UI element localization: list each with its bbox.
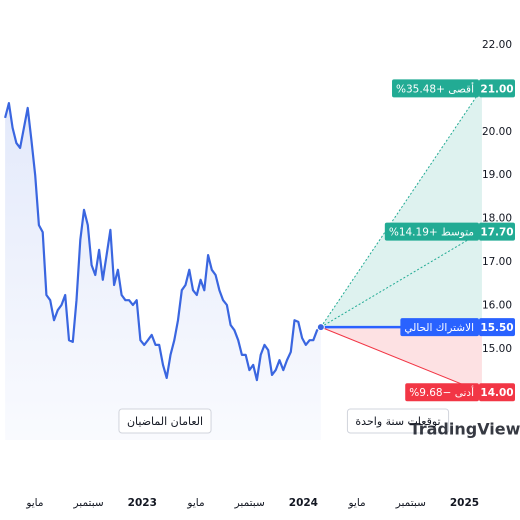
value-badge bbox=[479, 222, 515, 241]
annotation: توقعات سنة واحدة bbox=[355, 415, 440, 428]
brand-logo: TradingView bbox=[410, 420, 520, 439]
forecast-line bbox=[320, 231, 483, 328]
x-tick-label: 2025 bbox=[450, 497, 479, 509]
x-tick-label: 2024 bbox=[289, 497, 318, 509]
annotation: العامان الماضيان bbox=[127, 415, 203, 428]
x-tick-label: سبتمبر bbox=[73, 497, 104, 509]
value-badge-label: 17.70 bbox=[480, 227, 513, 239]
value-badge bbox=[479, 79, 515, 98]
name-badge bbox=[384, 222, 479, 241]
y-tick-label: 18.00 bbox=[482, 213, 512, 225]
y-tick-label: 22.00 bbox=[482, 39, 512, 51]
value-badge bbox=[479, 383, 515, 402]
history-area bbox=[5, 103, 321, 440]
name-badge bbox=[405, 383, 479, 402]
y-tick-label: 16.00 bbox=[482, 299, 512, 311]
annotation-box bbox=[118, 408, 212, 434]
name-badge-label: أدنى −9.68% bbox=[409, 385, 474, 399]
name-badge bbox=[400, 318, 479, 337]
name-badge-label: أقصى +35.48% bbox=[396, 81, 474, 95]
y-tick-label: 17.00 bbox=[482, 256, 512, 268]
annotation-box bbox=[346, 408, 450, 434]
x-tick-label: مايو bbox=[348, 497, 366, 509]
forecast-line bbox=[320, 88, 483, 328]
y-tick-label: 15.00 bbox=[482, 343, 512, 355]
value-badge-label: 21.00 bbox=[480, 83, 513, 95]
x-tick-label: مايو bbox=[186, 497, 204, 509]
x-tick-label: سبتمبر bbox=[234, 497, 265, 509]
x-tick-label: 2023 bbox=[128, 497, 157, 509]
forecast-line bbox=[320, 326, 483, 393]
y-tick-label: 19.00 bbox=[482, 169, 512, 181]
y-tick-label: 20.00 bbox=[482, 126, 512, 138]
x-tick-label: سبتمبر bbox=[395, 497, 426, 509]
value-badge-label: 14.00 bbox=[480, 387, 513, 399]
name-badge bbox=[392, 79, 479, 98]
name-badge-label: متوسط +14.19% bbox=[389, 227, 474, 239]
value-badge bbox=[479, 318, 515, 337]
value-badge-label: 15.50 bbox=[480, 322, 513, 334]
name-badge-label: الاشتراك الحالي bbox=[404, 322, 474, 334]
current-point bbox=[316, 323, 325, 332]
x-tick-label: مايو bbox=[25, 497, 43, 509]
history-line bbox=[4, 102, 322, 382]
